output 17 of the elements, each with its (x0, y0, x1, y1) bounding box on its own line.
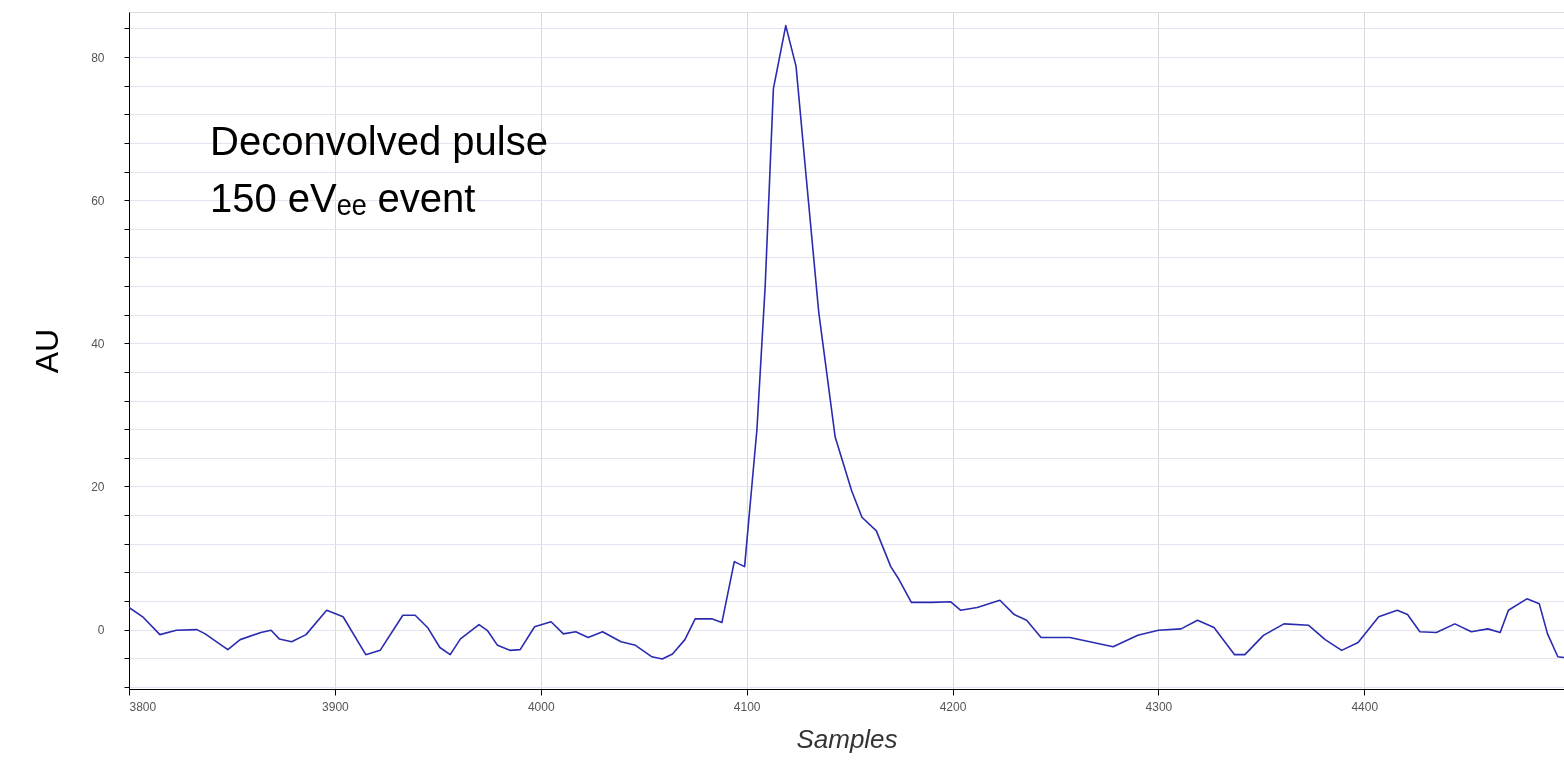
x-tick-label: 3800 (129, 699, 157, 714)
y-tick-label: 40 (91, 336, 105, 351)
x-tick-label: 3900 (322, 699, 350, 714)
y-tick-label: 80 (91, 50, 105, 65)
x-tick-label: 4300 (1145, 699, 1173, 714)
line-series (129, 24, 1564, 660)
annotation: 150 eVₑₑ event (210, 176, 476, 220)
x-tick-label: 4000 (527, 699, 555, 714)
y-tick-label: 20 (91, 479, 105, 494)
y-tick-label: 60 (91, 193, 105, 208)
x-tick-label: 4400 (1351, 699, 1379, 714)
x-axis-title: Samples (796, 723, 898, 754)
x-tick-label: 4100 (733, 699, 761, 714)
x-tick-label: 4200 (939, 699, 967, 714)
y-tick-label: 0 (97, 623, 105, 638)
annotation: Deconvolved pulse (210, 119, 548, 163)
y-axis-title: AU (29, 328, 66, 374)
